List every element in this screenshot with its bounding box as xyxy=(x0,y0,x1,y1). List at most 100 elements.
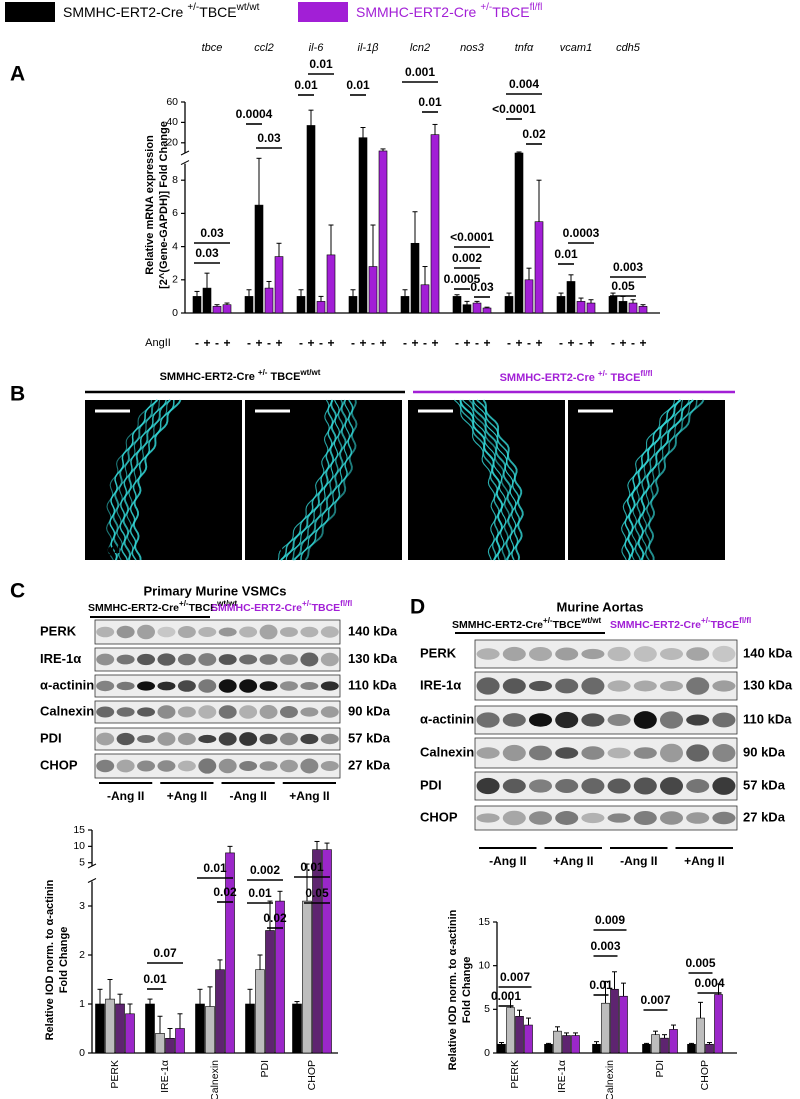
protein-label: IRE-1α xyxy=(420,677,461,692)
p-value: 0.001 xyxy=(491,989,521,1003)
p-value: 0.07 xyxy=(153,946,177,960)
error-bar xyxy=(167,1028,173,1039)
genotype-label: SMMHC-ERT2-Cre+/-TBCEwt/wt xyxy=(452,616,602,631)
category-label: PDI xyxy=(259,1060,271,1078)
genotype-label: SMMHC-ERT2-Cre+/-TBCEfl/fl xyxy=(356,2,542,20)
bar xyxy=(608,296,618,314)
blot-band xyxy=(116,707,135,717)
blot-band xyxy=(177,706,196,718)
blot-band xyxy=(581,778,605,794)
genotype-label: SMMHC-ERT2-Cre+/-TBCEfl/fl xyxy=(610,616,751,631)
blot-band xyxy=(686,812,710,824)
blot-strip xyxy=(94,753,341,779)
genotype-part: TBCE xyxy=(270,371,300,383)
bar xyxy=(302,900,312,1054)
lane-label: +Ang II xyxy=(289,789,329,803)
blot-band xyxy=(239,654,258,665)
blot-band xyxy=(198,627,217,637)
elastin-fiber xyxy=(641,399,694,561)
error-bar xyxy=(620,295,626,302)
error-bar xyxy=(432,123,438,135)
blot-band xyxy=(157,705,176,719)
blot-strip xyxy=(94,619,341,645)
bar xyxy=(192,296,202,314)
lane-label: +Ang II xyxy=(167,789,207,803)
bar xyxy=(610,988,619,1054)
p-value: 0.01 xyxy=(294,78,318,92)
blot-band xyxy=(198,734,217,744)
category-label: CHOP xyxy=(306,1060,318,1090)
error-bar xyxy=(224,302,230,305)
blot-band xyxy=(177,732,196,746)
blot-band xyxy=(198,705,217,719)
error-bar xyxy=(630,299,636,304)
bar-label: + xyxy=(639,336,646,350)
bar xyxy=(212,306,222,314)
bar xyxy=(482,307,492,314)
blot-band xyxy=(581,648,605,660)
size-label: 90 kDa xyxy=(348,703,391,718)
blot-band xyxy=(633,747,657,759)
axis-break xyxy=(180,150,190,156)
blot-band xyxy=(96,653,115,666)
elastin-fiber xyxy=(304,399,358,561)
genotype-label: SMMHC-ERT2-Cre+/-TBCEfl/fl xyxy=(211,599,352,614)
y-axis-label: Relative mRNA expression xyxy=(144,135,156,275)
blot-band xyxy=(712,680,736,692)
micrograph xyxy=(85,400,242,560)
blot-band xyxy=(239,705,258,719)
p-value: 0.05 xyxy=(305,886,329,900)
p-value: 0.01 xyxy=(554,247,578,261)
protein-label: α-actinin xyxy=(420,711,474,726)
genotype-part: +/- xyxy=(598,369,608,378)
size-label: 130 kDa xyxy=(743,677,793,692)
blot-band xyxy=(218,732,237,746)
error-bar xyxy=(256,157,262,206)
lane-label: +Ang II xyxy=(553,854,593,868)
error-bar xyxy=(266,280,272,289)
stain-label: Caln xyxy=(213,542,238,556)
bar xyxy=(225,852,235,1054)
blot-band xyxy=(116,681,135,691)
category-label: PERK xyxy=(509,1060,521,1089)
category-label: IRE-1α xyxy=(159,1060,171,1093)
error-bar xyxy=(640,304,646,307)
bar xyxy=(115,1003,125,1054)
error-bar xyxy=(588,299,594,304)
blot-band xyxy=(177,760,196,772)
blot-band xyxy=(218,627,237,637)
elastin-fiber xyxy=(647,399,705,560)
y-tick-label: 5 xyxy=(79,857,85,869)
error-bar xyxy=(298,289,304,297)
p-value: 0.01 xyxy=(589,978,613,992)
category-label: nos3 xyxy=(460,42,485,54)
blot-band xyxy=(198,653,217,666)
blot-band xyxy=(198,758,217,774)
error-bar xyxy=(360,127,366,138)
protein-label: Calnexin xyxy=(40,703,94,718)
error-bar xyxy=(621,982,626,997)
genotype-label: SMMHC-ERT2-Cre+/-TBCEwt/wt xyxy=(160,368,321,383)
bar-label: - xyxy=(195,336,199,350)
category-label: PDI xyxy=(654,1060,666,1078)
bar xyxy=(326,254,336,314)
genotype-part: TBCE xyxy=(199,4,236,20)
error-bar xyxy=(117,993,123,1004)
blot-band xyxy=(137,707,156,717)
bar xyxy=(592,1043,601,1054)
bar-label: - xyxy=(319,336,323,350)
genotype-part: SMMHC-ERT2-Cre xyxy=(88,602,179,614)
bar-label: + xyxy=(411,336,418,350)
error-bar xyxy=(412,211,418,244)
blot-band xyxy=(279,654,298,665)
genotype-part: fl/fl xyxy=(340,599,352,608)
error-bar xyxy=(536,179,542,222)
blot-band xyxy=(502,810,526,826)
y-tick-label: 10 xyxy=(73,840,85,852)
bar xyxy=(95,1003,105,1054)
y-tick-label: 2 xyxy=(172,274,178,286)
bar xyxy=(524,279,534,314)
blot-band xyxy=(659,811,684,825)
error-bar xyxy=(516,151,522,153)
condition-label: -AngII xyxy=(412,544,443,556)
